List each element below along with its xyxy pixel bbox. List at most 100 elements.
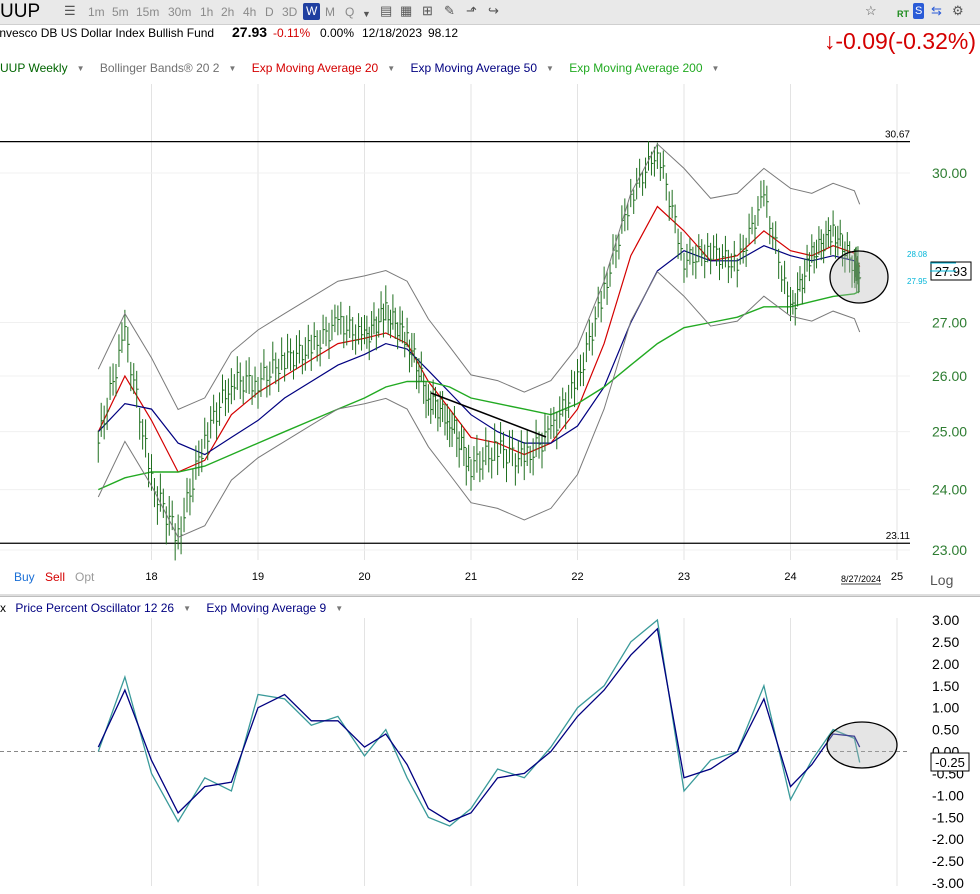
x-tick-label: 20 (358, 571, 370, 583)
tf-d[interactable]: D (265, 5, 274, 19)
level-label: 30.67 (885, 130, 910, 141)
close-indicator-icon[interactable]: x (0, 601, 6, 615)
trendline (430, 392, 547, 438)
s-icon[interactable]: S (913, 3, 925, 19)
osc-y-tick-label: 2.50 (932, 634, 959, 650)
pane-divider[interactable] (0, 596, 980, 597)
x-tick-label: 24 (784, 571, 796, 583)
bollinger-upper (97, 143, 861, 411)
y-tick-label: 25.00 (932, 424, 967, 440)
chevron-down-icon: ▼ (183, 604, 192, 613)
realtime-icon[interactable]: RT (897, 9, 909, 19)
tf-15m[interactable]: 15m (136, 5, 160, 19)
log-toggle[interactable]: Log (930, 572, 954, 588)
big-change-value: -0.09(-0.32%) (835, 28, 976, 54)
osc-series-line (97, 627, 861, 823)
legend-bottom: x Price Percent Oscillator 12 26 ▼ Exp Mo… (0, 601, 355, 615)
osc-current-box (930, 752, 970, 772)
tf-w[interactable]: W (303, 3, 321, 20)
x-tick-label: 25 (891, 571, 903, 583)
price-change-pct: -0.11% (273, 26, 311, 40)
tf-q[interactable]: Q (345, 5, 355, 19)
x-tick-label: 22 (571, 571, 583, 583)
tf-4h[interactable]: 4h (243, 5, 257, 19)
tf-2h[interactable]: 2h (221, 5, 235, 19)
x-marker-label: 8/27/2024 (841, 574, 881, 584)
y-tick-label: 30.00 (932, 165, 967, 181)
x-tick-label: 21 (465, 571, 477, 583)
y-tick-label: 26.00 (932, 368, 967, 384)
tf-m[interactable]: M (325, 5, 335, 19)
share-icon[interactable]: ↪ (488, 3, 499, 18)
chevron-down-icon: ▼ (711, 64, 720, 73)
down-arrow-icon: ↓ (823, 28, 836, 54)
table-icon[interactable]: ▦ (400, 3, 413, 18)
osc-highlight-ellipse (826, 721, 898, 769)
legend-top: UUP Weekly ▼ Bollinger Bands® 20 2 ▼ Exp M… (0, 61, 731, 75)
chevron-down-icon: ▼ (335, 604, 344, 613)
opt-button[interactable]: Opt (75, 570, 95, 584)
series-line (98, 290, 860, 491)
legend-item-uup[interactable]: UUP Weekly ▼ (0, 61, 85, 75)
osc-y-tick-label: 3.00 (932, 612, 959, 628)
settings-icon[interactable]: ⚙ (952, 3, 964, 18)
side-label-ema50: 27.95 (907, 277, 928, 286)
symbol-input[interactable]: UUP (0, 1, 41, 22)
x-tick-label: 23 (678, 571, 690, 583)
legend-item-bb[interactable]: Bollinger Bands® 20 2 ▼ (99, 61, 237, 75)
y-tick-label: 23.00 (932, 542, 967, 558)
osc-y-tick-label: -1.00 (932, 787, 964, 803)
series-line (97, 205, 861, 473)
osc-current-label: -0.25 (935, 755, 965, 770)
sell-button[interactable]: Sell (45, 570, 66, 584)
buy-button[interactable]: Buy (14, 570, 35, 584)
legend-item-ema200[interactable]: Exp Moving Average 200 ▼ (569, 61, 720, 75)
x-tick-label: 19 (252, 571, 264, 583)
legend-item-ema50[interactable]: Exp Moving Average 50 ▼ (410, 61, 554, 75)
draw-icon[interactable]: ⬏ (466, 3, 477, 18)
series-line (97, 245, 861, 456)
legend-item-ema20[interactable]: Exp Moving Average 20 ▼ (251, 61, 396, 75)
quote-bar: Invesco DB US Dollar Index Bullish Fund … (0, 24, 980, 58)
last-price: 27.93 (232, 24, 268, 40)
legend-item-ppo[interactable]: Price Percent Oscillator 12 26 ▼ (15, 601, 192, 615)
side-label-ema20: 28.08 (907, 250, 928, 259)
chevron-down-icon: ▼ (76, 64, 85, 73)
osc-y-tick-label: -3.00 (932, 875, 964, 891)
toolbar: UUP ☰ 1m 5m 15m 30m 1h 2h 4h D 3D W M Q … (0, 0, 980, 25)
osc-y-tick-label: -2.00 (932, 831, 964, 847)
chevron-down-icon: ▼ (546, 64, 554, 73)
osc-y-tick-label: 2.00 (932, 656, 959, 672)
chevron-down-icon: ▼ (228, 64, 237, 73)
big-change: ↓-0.09(-0.32%) (824, 28, 976, 55)
osc-series-line (97, 618, 861, 827)
x-tick-label: 18 (145, 571, 157, 583)
legend-item-ppo-ema9[interactable]: Exp Moving Average 9 ▼ (206, 601, 344, 615)
bollinger-lower (97, 270, 861, 538)
osc-y-tick-label: -2.50 (932, 853, 964, 869)
symbol-list-icon[interactable]: ☰ (64, 3, 76, 18)
tf-dropdown-icon[interactable]: ▼ (362, 9, 371, 19)
dollar-icon[interactable]: ⇆ (931, 3, 942, 18)
pen-icon[interactable]: ✎ (444, 3, 455, 18)
star-icon[interactable]: ☆ (865, 3, 877, 18)
highlight-ellipse (829, 250, 889, 304)
table-edit-icon[interactable]: ⊞ (422, 3, 433, 18)
tf-3d[interactable]: 3D (282, 5, 298, 19)
tf-30m[interactable]: 30m (168, 5, 192, 19)
fund-name: Invesco DB US Dollar Index Bullish Fund (0, 26, 215, 40)
tf-5m[interactable]: 5m (112, 5, 129, 19)
tf-1m[interactable]: 1m (88, 5, 105, 19)
osc-y-tick-label: 0.50 (932, 722, 959, 738)
chevron-down-icon: ▼ (387, 64, 396, 73)
osc-y-tick-label: -1.50 (932, 809, 964, 825)
volume-pct: 0.00% (320, 26, 355, 40)
tf-1h[interactable]: 1h (200, 5, 214, 19)
level-label: 23.11 (886, 531, 911, 542)
second-value: 98.12 (428, 26, 459, 40)
chart-type-icon[interactable]: ▤ (380, 3, 393, 18)
y-tick-label: 27.00 (932, 314, 967, 330)
quote-date: 12/18/2023 (362, 26, 423, 40)
osc-y-tick-label: 1.00 (932, 700, 959, 716)
